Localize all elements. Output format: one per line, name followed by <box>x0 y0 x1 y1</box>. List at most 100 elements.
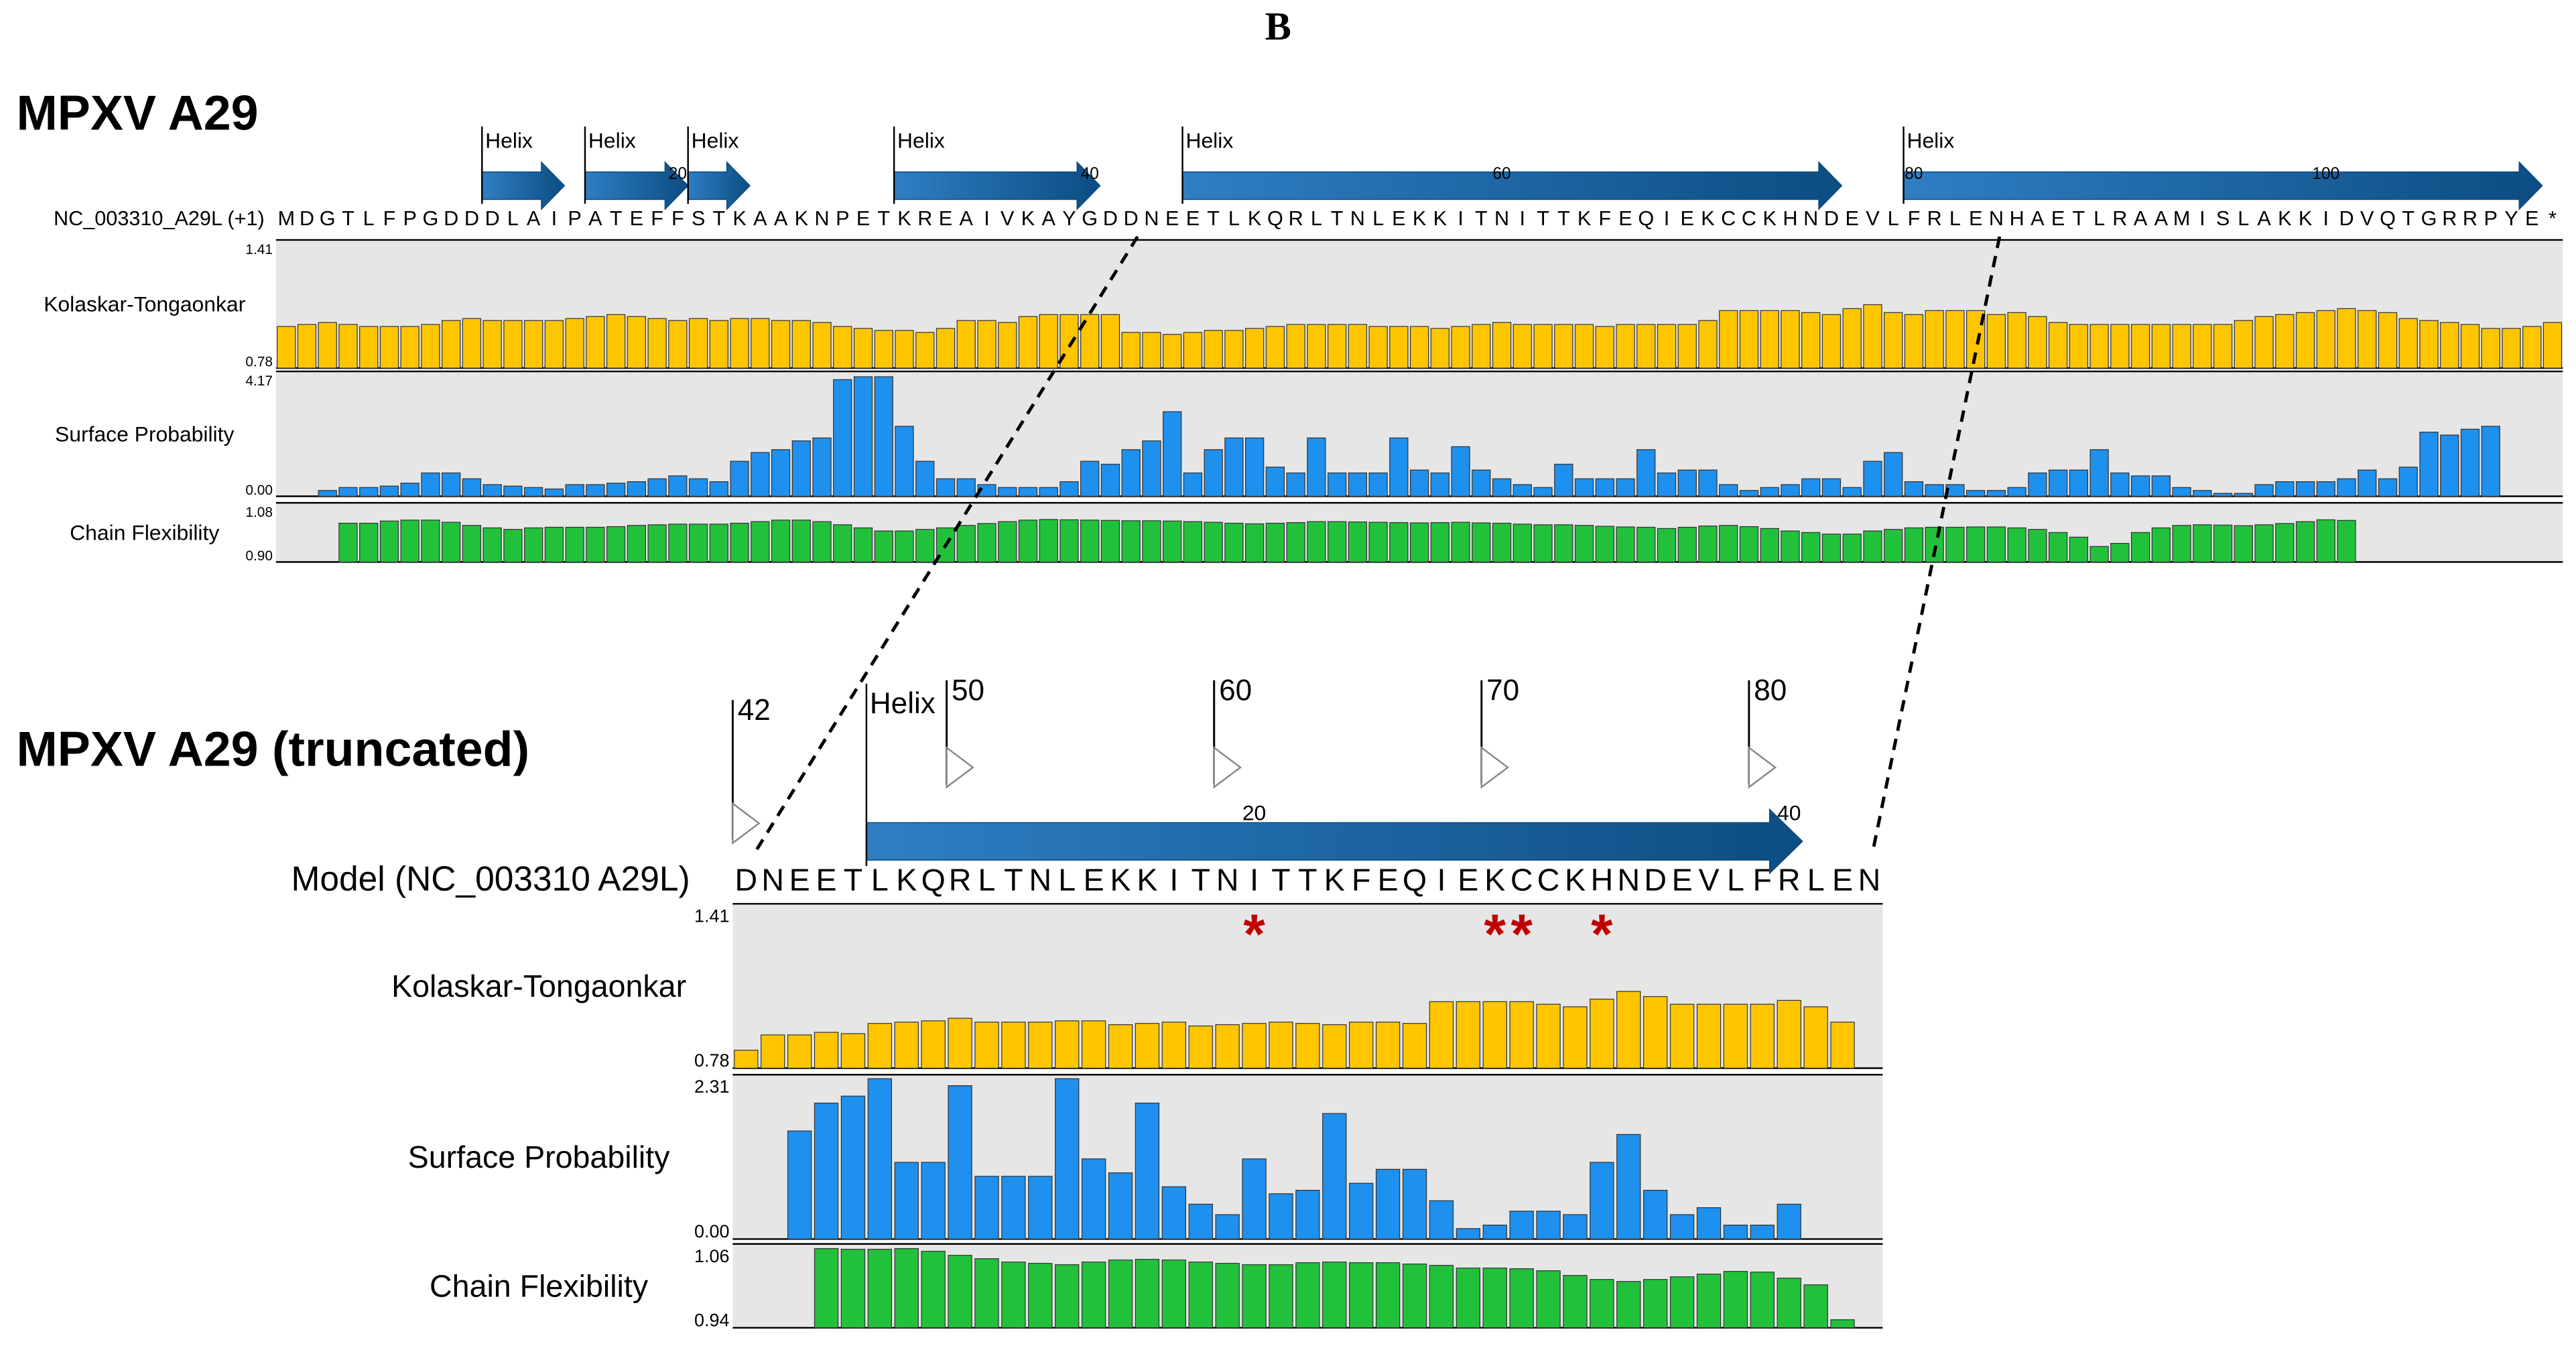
track-bar <box>1327 472 1347 497</box>
track-bar <box>421 519 440 563</box>
track-bar <box>2295 312 2315 369</box>
track-bar <box>1215 1214 1240 1240</box>
track-bar <box>1590 1162 1614 1240</box>
track-bar <box>867 1078 893 1240</box>
track-bar <box>2419 432 2439 497</box>
residue-letter: K <box>1565 863 1586 898</box>
track-bar <box>2337 308 2356 369</box>
track-bar <box>1028 1263 1053 1329</box>
track-bar <box>1081 1158 1106 1240</box>
track-bar <box>1616 324 1635 369</box>
sequence-track-label: NC_003310_A29L (+1) <box>54 207 265 230</box>
sequence-track-label: Model (NC_003310 A29L) <box>291 859 690 898</box>
track-bar <box>1224 437 1244 497</box>
track-bar <box>1349 1182 1374 1240</box>
ruler-flag-number: 80 <box>1754 674 1787 707</box>
track-bar <box>1669 1003 1695 1069</box>
residue-letter: K <box>1413 207 1427 230</box>
residue-letter: E <box>2051 207 2065 230</box>
track-bar <box>1265 522 1285 563</box>
residue-letter: C <box>1537 863 1560 898</box>
track-bar <box>1643 1190 1668 1240</box>
residue-letter: R <box>2442 207 2457 230</box>
helix-label: Helix <box>588 129 636 153</box>
track-bar <box>1884 452 1903 497</box>
track-bar <box>1081 1262 1106 1329</box>
track-bar <box>1245 437 1265 497</box>
residue-letter: G <box>1082 207 1098 230</box>
residue-letter: E <box>939 207 952 230</box>
residue-letter: E <box>856 207 870 230</box>
track-bar <box>2193 324 2212 369</box>
connector-left <box>754 235 1139 853</box>
track-bar <box>1616 991 1641 1069</box>
helix-arrow <box>1181 161 1843 210</box>
track-bar <box>1492 522 1512 563</box>
track-bar <box>1456 1268 1481 1329</box>
track-bar <box>1451 522 1470 563</box>
track-bar <box>1375 1262 1401 1329</box>
track-bar <box>2151 475 2171 497</box>
residue-letter: T <box>712 207 725 230</box>
residue-letter: T <box>1537 207 1549 230</box>
track-bar <box>2110 472 2130 497</box>
track-bar <box>1554 463 1573 497</box>
residue-letter: H <box>2010 207 2024 230</box>
residue-letter: K <box>732 207 747 230</box>
track-bar <box>2213 324 2233 369</box>
track-bar <box>1904 481 1924 497</box>
track-bar <box>1574 324 1594 369</box>
track-bar <box>761 1034 785 1069</box>
track-bar <box>1533 487 1553 497</box>
track-bar <box>2089 546 2109 563</box>
track-bar <box>1295 1023 1320 1069</box>
residue-letter: G <box>320 207 336 230</box>
residue-letter: V <box>1698 863 1719 898</box>
track-bar <box>1163 334 1182 369</box>
residue-letter: C <box>1721 207 1736 230</box>
track-bar <box>977 320 996 369</box>
track-bar <box>894 1248 919 1329</box>
track-bar <box>1204 522 1223 563</box>
track-bar <box>1135 1023 1160 1069</box>
residue-letter: K <box>1701 207 1715 230</box>
track-bar <box>1536 1270 1561 1329</box>
track-bar <box>359 522 379 563</box>
track-bar <box>1430 328 1450 369</box>
track-bar <box>2358 469 2377 497</box>
track-bar <box>1135 1259 1160 1329</box>
track-bar <box>814 1103 839 1240</box>
residue-letter: L <box>871 863 889 898</box>
track-bar <box>894 1022 919 1069</box>
track-bar <box>867 1023 893 1069</box>
track-bar <box>1108 1260 1133 1329</box>
track-bar <box>2502 328 2521 369</box>
residue-letter: F <box>1352 863 1370 898</box>
track-bar <box>1269 1022 1293 1069</box>
track-bar <box>1001 1176 1026 1240</box>
track-min-label: 0.94 <box>694 1310 729 1330</box>
track-bar <box>1286 324 1305 369</box>
residue-letter: F <box>651 207 663 230</box>
residue-letter: V <box>1866 207 1880 230</box>
track-bar <box>2254 316 2274 369</box>
residue-letter: N <box>1617 863 1640 898</box>
residue-letter: R <box>1778 863 1801 898</box>
track-bar <box>1451 326 1470 369</box>
helix-label: Helix <box>1907 129 1954 153</box>
track-bar <box>921 1251 946 1329</box>
residue-letter: K <box>1248 207 1262 230</box>
residue-letter: Q <box>1403 863 1427 898</box>
track-bar <box>1595 526 1614 563</box>
residue-letter: T <box>844 863 862 898</box>
residue-letter: E <box>1186 207 1200 230</box>
track-bar <box>565 318 584 369</box>
residue-letter: N <box>761 863 784 898</box>
track-bar <box>2130 324 2150 369</box>
track-bar <box>1215 1263 1240 1329</box>
track-bar <box>2007 312 2026 369</box>
track-bar <box>2378 478 2398 497</box>
track-bar <box>688 318 708 369</box>
track-name: Surface Probability <box>55 422 234 446</box>
